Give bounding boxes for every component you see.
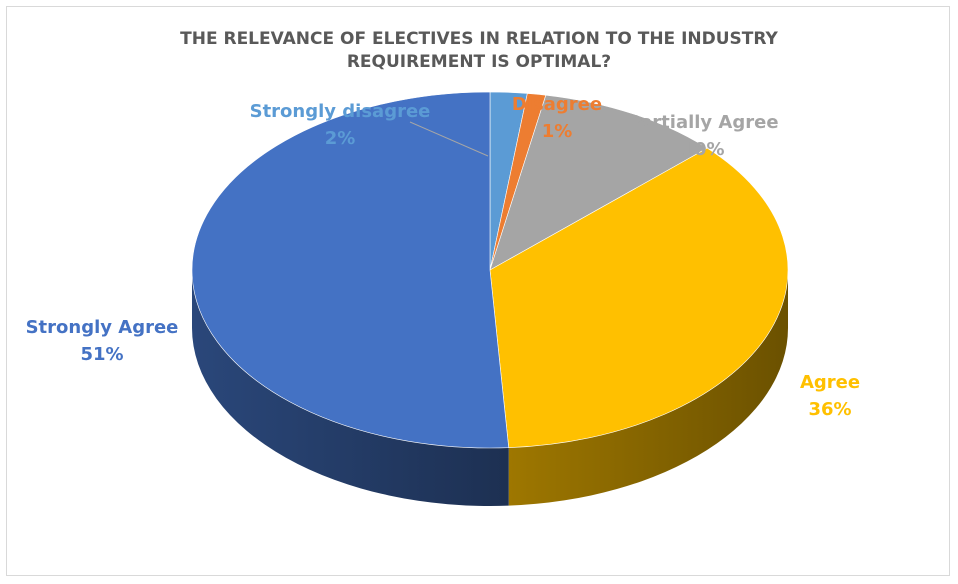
data-label-percent-strongly-disagree: 2% bbox=[325, 128, 356, 149]
slice-strongly-agree bbox=[191, 91, 510, 449]
data-label-name-disagree: Disagree bbox=[512, 94, 602, 115]
slice-side-agree bbox=[508, 270, 788, 506]
data-label-name-strongly-agree: Strongly Agree bbox=[26, 317, 179, 338]
data-label-name-partially-agree: Partially Agree bbox=[627, 112, 778, 133]
chart-title: THE RELEVANCE OF ELECTIVES IN RELATION T… bbox=[180, 29, 778, 72]
data-label-percent-partially-agree: 10% bbox=[681, 139, 724, 160]
pie-tops bbox=[191, 91, 789, 449]
slice-side-strongly-agree bbox=[192, 270, 509, 506]
data-label-percent-strongly-agree: 51% bbox=[80, 344, 123, 365]
leader-lines bbox=[409, 121, 489, 157]
slice-agree bbox=[489, 147, 789, 448]
data-label-percent-disagree: 1% bbox=[542, 121, 573, 142]
data-label-name-agree: Agree bbox=[800, 372, 860, 393]
data-label-name-strongly-disagree: Strongly disagree bbox=[250, 101, 431, 122]
pie-sides bbox=[192, 270, 788, 506]
data-labels: Strongly disagree 2% Disagree 1% Partially A… bbox=[26, 94, 860, 420]
leader-line-strongly-disagree bbox=[409, 121, 489, 157]
data-label-percent-agree: 36% bbox=[808, 399, 851, 420]
slice-partially-agree bbox=[489, 94, 708, 271]
